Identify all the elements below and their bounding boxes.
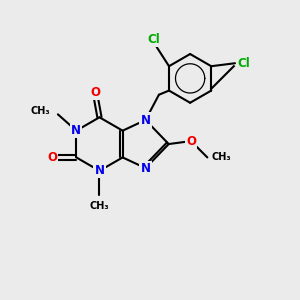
Text: CH₃: CH₃ xyxy=(31,106,50,116)
Text: N: N xyxy=(140,162,151,175)
Text: N: N xyxy=(71,124,81,137)
Text: Cl: Cl xyxy=(238,57,250,70)
Text: CH₃: CH₃ xyxy=(90,201,109,211)
Text: CH₃: CH₃ xyxy=(212,152,231,162)
Text: N: N xyxy=(140,113,151,127)
Text: O: O xyxy=(90,86,100,99)
Text: N: N xyxy=(94,164,104,177)
Text: O: O xyxy=(186,135,196,148)
Text: O: O xyxy=(47,151,57,164)
Text: Cl: Cl xyxy=(148,33,161,46)
